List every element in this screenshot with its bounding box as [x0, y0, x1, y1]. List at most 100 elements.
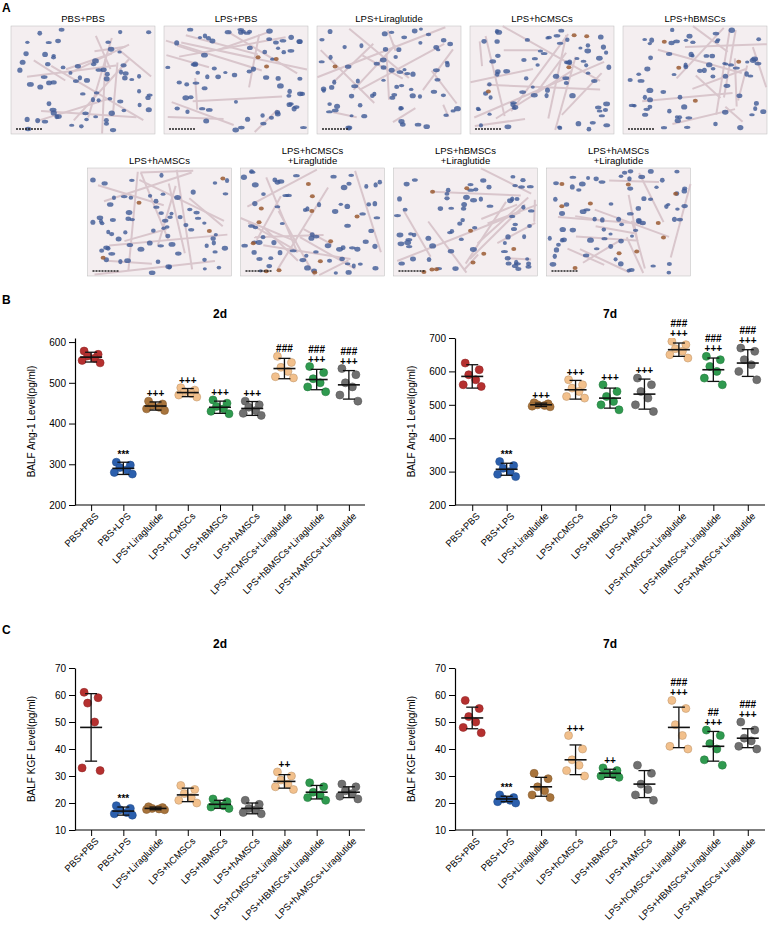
nucleus: [334, 104, 340, 109]
nucleus: [358, 103, 363, 107]
nucleus: [643, 95, 647, 100]
data-point: [225, 804, 233, 812]
nucleus: [438, 206, 443, 211]
y-tick: 10: [435, 825, 455, 836]
error-bar: [246, 402, 258, 416]
nucleus: [138, 103, 142, 108]
nucleus: [342, 45, 346, 49]
nucleus: [266, 37, 272, 41]
data-point: [459, 723, 467, 731]
nucleus: [25, 41, 29, 44]
nucleus: [569, 93, 575, 98]
tissue-strand: [568, 249, 605, 265]
data-point: [631, 791, 639, 799]
nucleus: [97, 98, 101, 102]
error-cap: [466, 364, 478, 365]
y-tick-mark: [449, 722, 455, 723]
error-cap: [501, 463, 513, 464]
nucleus: [275, 112, 281, 117]
nucleus: [602, 227, 606, 231]
nucleus: [55, 114, 61, 119]
nucleus: [641, 196, 646, 201]
nucleus: [332, 80, 336, 85]
y-tick-mark: [449, 803, 455, 804]
error-cap: [570, 398, 582, 399]
tissue-strand: [247, 170, 317, 207]
nucleus: [711, 67, 716, 71]
nucleus: [410, 93, 416, 98]
nucleus: [359, 212, 365, 215]
nucleus: [477, 108, 481, 111]
nucleus: [619, 175, 624, 178]
nucleus: [344, 204, 350, 209]
error-cap: [570, 744, 582, 745]
nucleus: [431, 90, 437, 94]
data-point: [239, 808, 247, 816]
nucleus: [262, 50, 267, 55]
nucleus: [238, 126, 245, 130]
y-tick-label: 30: [55, 771, 67, 782]
error-cap: [311, 798, 323, 799]
error-cap: [501, 801, 513, 802]
error-bar: [117, 807, 129, 815]
y-tick-mark: [69, 383, 75, 384]
nucleus: [553, 181, 559, 185]
significance-mark: +++: [567, 367, 585, 378]
data-point: [682, 705, 690, 713]
error-cap: [311, 369, 323, 370]
nucleus: [382, 31, 388, 36]
data-point: [475, 705, 483, 713]
nucleus: [303, 208, 307, 212]
tissue-strand: [263, 245, 350, 259]
nucleus: [372, 266, 378, 271]
nucleus: [729, 28, 735, 33]
nucleus: [281, 50, 286, 54]
nucleus: [225, 178, 229, 183]
nucleus: [261, 192, 266, 196]
nucleus: [412, 233, 417, 237]
nucleus: [404, 72, 410, 75]
nucleus: [594, 176, 599, 181]
nucleus: [349, 94, 354, 99]
nucleus: [468, 183, 474, 186]
nucleus: [512, 223, 518, 227]
significance-mark: +++: [601, 372, 619, 383]
nucleus: [397, 233, 404, 238]
nucleus: [684, 126, 690, 129]
nucleus: [503, 241, 507, 245]
error-bar: [570, 745, 582, 775]
y-tick-label: 600: [429, 366, 446, 377]
nucleus: [450, 109, 455, 112]
nucleus: [570, 176, 577, 179]
error-cap: [117, 474, 129, 475]
nucleus: [195, 217, 201, 220]
nucleus: [647, 97, 653, 102]
scale-bar: [246, 270, 273, 272]
nucleus: [560, 227, 566, 232]
nucleus: [146, 30, 151, 34]
micrograph: [317, 26, 461, 134]
tissue-strand: [263, 227, 297, 261]
data-point: [465, 371, 473, 379]
data-point: [352, 371, 360, 379]
nucleus: [59, 28, 65, 32]
y-tick: 200: [49, 500, 75, 511]
nucleus: [234, 100, 238, 104]
nucleus: [579, 182, 586, 187]
nucleus: [69, 124, 74, 127]
nucleus: [389, 68, 395, 73]
nucleus: [119, 69, 123, 74]
data-point: [180, 790, 188, 798]
nucleus: [494, 39, 499, 44]
error-cap: [278, 788, 290, 789]
nucleus: [212, 67, 217, 71]
nucleus: [415, 123, 422, 127]
x-axis: PBS+PBSPBS+LPSLPS+LiraglutideLPS+hCMSCsL…: [62, 505, 365, 597]
y-tick-mark: [449, 505, 455, 506]
y-tick-label: 200: [49, 500, 66, 511]
scale-bar: [628, 128, 655, 130]
data-point: [751, 726, 759, 734]
tissue-strand: [36, 99, 109, 122]
nucleus: [511, 227, 517, 231]
nucleus: [118, 30, 122, 34]
